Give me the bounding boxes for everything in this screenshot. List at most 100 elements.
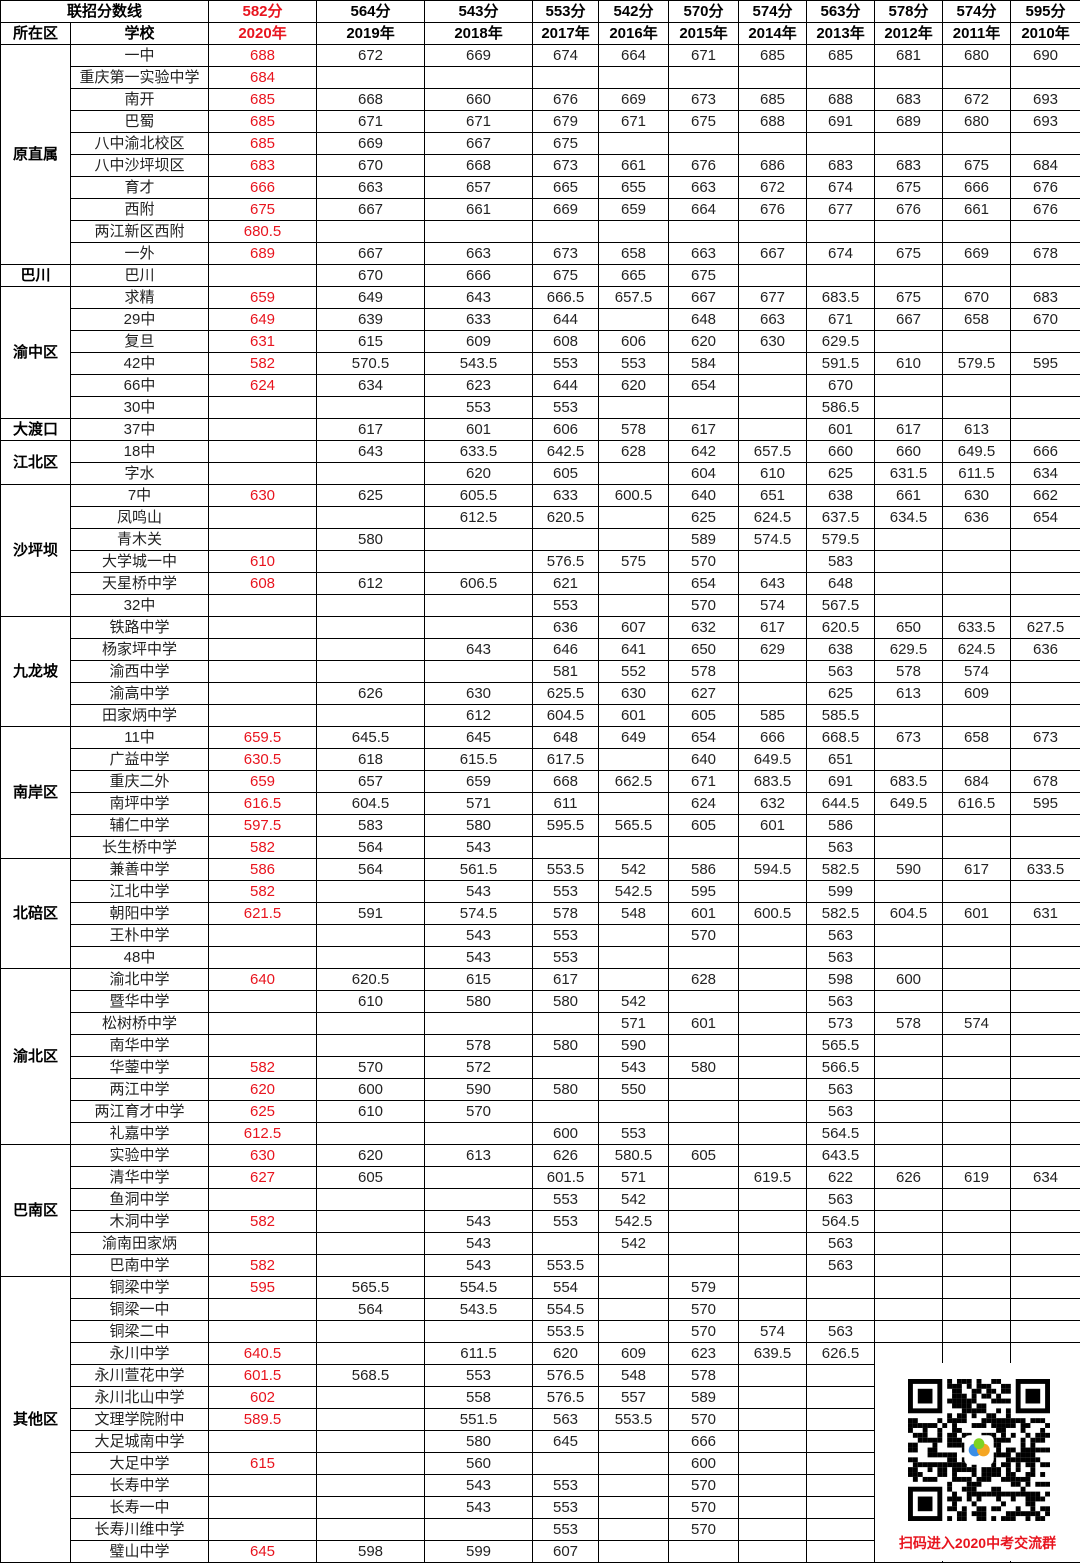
school-name: 松树桥中学 xyxy=(71,1013,209,1035)
score-cell xyxy=(533,1057,599,1079)
school-name: 渝高中学 xyxy=(71,683,209,705)
score-cell xyxy=(875,1123,943,1145)
score-cell xyxy=(317,595,425,617)
region-cell: 九龙坡 xyxy=(1,617,71,727)
score-cell xyxy=(209,1035,317,1057)
score-cell xyxy=(209,639,317,661)
score-cell: 566.5 xyxy=(807,1057,875,1079)
school-name: 30中 xyxy=(71,397,209,419)
school-name: 巴南中学 xyxy=(71,1255,209,1277)
score-cell xyxy=(669,67,739,89)
region-cell: 沙坪坝 xyxy=(1,485,71,617)
score-cell: 667 xyxy=(739,243,807,265)
score-cell: 676 xyxy=(669,155,739,177)
score-cell xyxy=(943,1101,1011,1123)
score-cell xyxy=(1011,265,1080,287)
year-header-10: 2010年 xyxy=(1011,23,1080,45)
score-cell xyxy=(209,1475,317,1497)
score-cell: 642 xyxy=(669,441,739,463)
school-name: 两江新区西附 xyxy=(71,221,209,243)
score-cell xyxy=(599,595,669,617)
score-cell: 598 xyxy=(317,1541,425,1563)
score-cell: 565.5 xyxy=(807,1035,875,1057)
score-cell: 580 xyxy=(425,815,533,837)
score-cell xyxy=(1011,221,1080,243)
score-cell xyxy=(739,1233,807,1255)
score-cell: 579.5 xyxy=(943,353,1011,375)
score-cell: 685 xyxy=(739,89,807,111)
score-cell: 680.5 xyxy=(209,221,317,243)
score-cell: 563 xyxy=(807,1101,875,1123)
school-name: 永川中学 xyxy=(71,1343,209,1365)
cutoff-score-8: 578分 xyxy=(875,1,943,23)
score-cell: 669 xyxy=(943,243,1011,265)
score-cell: 580 xyxy=(533,1079,599,1101)
score-cell xyxy=(1011,925,1080,947)
score-cell: 642.5 xyxy=(533,441,599,463)
score-cell: 639 xyxy=(317,309,425,331)
score-cell: 674 xyxy=(807,177,875,199)
school-name: 青木关 xyxy=(71,529,209,551)
score-cell: 631.5 xyxy=(875,463,943,485)
score-cell: 597.5 xyxy=(209,815,317,837)
score-cell xyxy=(669,1167,739,1189)
score-cell xyxy=(875,1057,943,1079)
year-header-0: 2020年 xyxy=(209,23,317,45)
school-name: 八中沙坪坝区 xyxy=(71,155,209,177)
score-cell xyxy=(1011,1057,1080,1079)
score-cell: 595 xyxy=(669,881,739,903)
score-cell: 620.5 xyxy=(807,617,875,639)
qr-code-icon[interactable] xyxy=(908,1379,1050,1521)
score-cell: 649 xyxy=(599,727,669,749)
score-cell xyxy=(669,221,739,243)
score-cell: 617 xyxy=(669,419,739,441)
score-cell xyxy=(943,1035,1011,1057)
score-cell xyxy=(739,1541,807,1563)
score-cell: 674 xyxy=(807,243,875,265)
score-cell xyxy=(875,221,943,243)
score-cell: 686 xyxy=(739,155,807,177)
score-cell: 676 xyxy=(739,199,807,221)
score-cell xyxy=(209,683,317,705)
score-cell: 626 xyxy=(875,1167,943,1189)
score-cell xyxy=(943,1057,1011,1079)
score-cell: 681 xyxy=(875,45,943,67)
score-cell: 615 xyxy=(317,331,425,353)
score-cell: 616.5 xyxy=(943,793,1011,815)
score-cell xyxy=(875,1299,943,1321)
score-cell xyxy=(1011,375,1080,397)
score-cell xyxy=(317,1475,425,1497)
score-cell: 563 xyxy=(807,661,875,683)
score-cell: 661 xyxy=(599,155,669,177)
school-name: 铁路中学 xyxy=(71,617,209,639)
score-cell xyxy=(1011,837,1080,859)
score-cell: 630 xyxy=(209,485,317,507)
score-cell: 660 xyxy=(807,441,875,463)
score-cell: 553 xyxy=(425,1365,533,1387)
score-cell: 620 xyxy=(599,375,669,397)
score-cell: 685 xyxy=(209,89,317,111)
score-cell: 673 xyxy=(875,727,943,749)
score-cell xyxy=(943,551,1011,573)
score-cell: 675 xyxy=(943,155,1011,177)
score-cell: 570 xyxy=(669,1475,739,1497)
score-cell: 571 xyxy=(599,1013,669,1035)
score-cell: 563 xyxy=(807,1189,875,1211)
school-name: 八中渝北校区 xyxy=(71,133,209,155)
score-cell: 690 xyxy=(1011,45,1080,67)
score-cell xyxy=(875,837,943,859)
school-name: 辅仁中学 xyxy=(71,815,209,837)
score-cell: 609 xyxy=(943,683,1011,705)
score-cell xyxy=(875,1101,943,1123)
score-cell: 570 xyxy=(425,1101,533,1123)
score-cell: 670 xyxy=(1011,309,1080,331)
score-cell xyxy=(425,661,533,683)
